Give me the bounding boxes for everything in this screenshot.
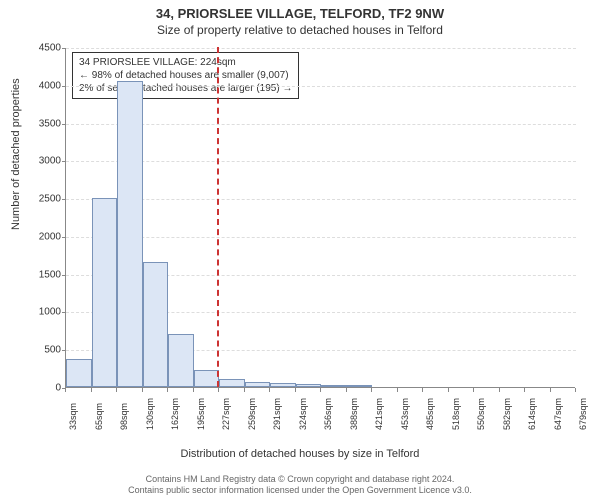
ytick-label: 2000 [21, 231, 61, 242]
gridline [66, 86, 576, 87]
xtick-mark [524, 388, 525, 392]
gridline [66, 161, 576, 162]
xtick-label: 582sqm [502, 398, 512, 430]
xtick-label: 324sqm [298, 398, 308, 430]
ytick-label: 3500 [21, 118, 61, 129]
ytick-label: 1000 [21, 307, 61, 318]
xtick-label: 679sqm [578, 398, 588, 430]
footer-attribution: Contains HM Land Registry data © Crown c… [0, 474, 600, 496]
histogram-bar [270, 383, 296, 387]
annotation-line2: ← 98% of detached houses are smaller (9,… [79, 69, 292, 82]
ytick-label: 3000 [21, 156, 61, 167]
histogram-bar [194, 370, 220, 387]
histogram-bar [296, 384, 322, 387]
xtick-label: 614sqm [527, 398, 537, 430]
xtick-label: 518sqm [451, 398, 461, 430]
gridline [66, 237, 576, 238]
annotation-line1: 34 PRIORSLEE VILLAGE: 224sqm [79, 56, 292, 69]
xtick-label: 388sqm [349, 398, 359, 430]
xtick-mark [371, 388, 372, 392]
ytick-mark [62, 199, 66, 200]
page-title: 34, PRIORSLEE VILLAGE, TELFORD, TF2 9NW [0, 0, 600, 21]
histogram-bar [66, 359, 92, 387]
xtick-mark [550, 388, 551, 392]
xtick-mark [244, 388, 245, 392]
xtick-mark [142, 388, 143, 392]
footer-line2: Contains public sector information licen… [0, 485, 600, 496]
footer-line1: Contains HM Land Registry data © Crown c… [0, 474, 600, 485]
histogram-bar [92, 198, 118, 387]
xtick-mark [448, 388, 449, 392]
xtick-label: 550sqm [476, 398, 486, 430]
xtick-label: 291sqm [272, 398, 282, 430]
ytick-label: 4000 [21, 80, 61, 91]
histogram-bar [347, 385, 373, 387]
ytick-mark [62, 350, 66, 351]
x-axis-label: Distribution of detached houses by size … [0, 448, 600, 460]
ytick-mark [62, 86, 66, 87]
plot-region: 34 PRIORSLEE VILLAGE: 224sqm ← 98% of de… [65, 48, 575, 388]
xtick-mark [346, 388, 347, 392]
histogram-bar [219, 379, 245, 387]
xtick-mark [193, 388, 194, 392]
xtick-label: 647sqm [553, 398, 563, 430]
ytick-label: 0 [21, 383, 61, 394]
gridline [66, 48, 576, 49]
gridline [66, 199, 576, 200]
xtick-mark [91, 388, 92, 392]
xtick-label: 65sqm [94, 403, 104, 430]
histogram-bar [117, 81, 143, 387]
xtick-mark [116, 388, 117, 392]
xtick-label: 453sqm [400, 398, 410, 430]
ytick-mark [62, 161, 66, 162]
xtick-mark [473, 388, 474, 392]
xtick-mark [218, 388, 219, 392]
histogram-bar [143, 262, 169, 387]
ytick-mark [62, 275, 66, 276]
ytick-mark [62, 312, 66, 313]
ytick-mark [62, 237, 66, 238]
xtick-mark [575, 388, 576, 392]
xtick-label: 227sqm [221, 398, 231, 430]
xtick-label: 421sqm [374, 398, 384, 430]
property-marker-line [217, 47, 219, 387]
page-subtitle: Size of property relative to detached ho… [0, 21, 600, 37]
xtick-label: 162sqm [170, 398, 180, 430]
xtick-label: 130sqm [145, 398, 155, 430]
xtick-mark [269, 388, 270, 392]
xtick-mark [320, 388, 321, 392]
y-axis-label: Number of detached properties [10, 78, 22, 230]
ytick-label: 2500 [21, 194, 61, 205]
xtick-label: 485sqm [425, 398, 435, 430]
xtick-mark [499, 388, 500, 392]
ytick-mark [62, 48, 66, 49]
xtick-mark [397, 388, 398, 392]
xtick-label: 195sqm [196, 398, 206, 430]
gridline [66, 124, 576, 125]
ytick-label: 1500 [21, 269, 61, 280]
histogram-bar [245, 382, 271, 387]
xtick-label: 356sqm [323, 398, 333, 430]
ytick-label: 4500 [21, 43, 61, 54]
xtick-mark [422, 388, 423, 392]
xtick-label: 98sqm [119, 403, 129, 430]
xtick-mark [65, 388, 66, 392]
xtick-label: 33sqm [68, 403, 78, 430]
ytick-label: 500 [21, 345, 61, 356]
annotation-line3: 2% of semi-detached houses are larger (1… [79, 82, 292, 95]
xtick-mark [167, 388, 168, 392]
histogram-bar [321, 385, 347, 387]
histogram-chart: 34 PRIORSLEE VILLAGE: 224sqm ← 98% of de… [65, 48, 575, 418]
ytick-mark [62, 124, 66, 125]
xtick-mark [295, 388, 296, 392]
annotation-box: 34 PRIORSLEE VILLAGE: 224sqm ← 98% of de… [72, 52, 299, 99]
histogram-bar [168, 334, 194, 387]
xtick-label: 259sqm [247, 398, 257, 430]
